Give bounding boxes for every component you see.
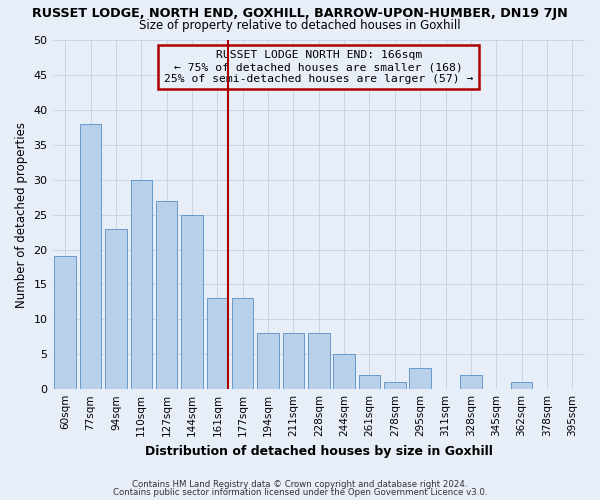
Bar — [156, 200, 178, 389]
Text: RUSSET LODGE NORTH END: 166sqm
← 75% of detached houses are smaller (168)
25% of: RUSSET LODGE NORTH END: 166sqm ← 75% of … — [164, 50, 473, 84]
Text: Contains public sector information licensed under the Open Government Licence v3: Contains public sector information licen… — [113, 488, 487, 497]
Bar — [55, 256, 76, 389]
Bar — [359, 375, 380, 389]
Y-axis label: Number of detached properties: Number of detached properties — [15, 122, 28, 308]
Bar — [181, 214, 203, 389]
Bar — [409, 368, 431, 389]
Bar — [283, 334, 304, 389]
Bar — [232, 298, 253, 389]
Bar — [80, 124, 101, 389]
Text: RUSSET LODGE, NORTH END, GOXHILL, BARROW-UPON-HUMBER, DN19 7JN: RUSSET LODGE, NORTH END, GOXHILL, BARROW… — [32, 8, 568, 20]
Bar — [384, 382, 406, 389]
Bar — [131, 180, 152, 389]
X-axis label: Distribution of detached houses by size in Goxhill: Distribution of detached houses by size … — [145, 444, 493, 458]
Bar — [460, 375, 482, 389]
Text: Contains HM Land Registry data © Crown copyright and database right 2024.: Contains HM Land Registry data © Crown c… — [132, 480, 468, 489]
Text: Size of property relative to detached houses in Goxhill: Size of property relative to detached ho… — [139, 19, 461, 32]
Bar — [511, 382, 532, 389]
Bar — [257, 334, 279, 389]
Bar — [334, 354, 355, 389]
Bar — [308, 334, 329, 389]
Bar — [105, 228, 127, 389]
Bar — [206, 298, 228, 389]
